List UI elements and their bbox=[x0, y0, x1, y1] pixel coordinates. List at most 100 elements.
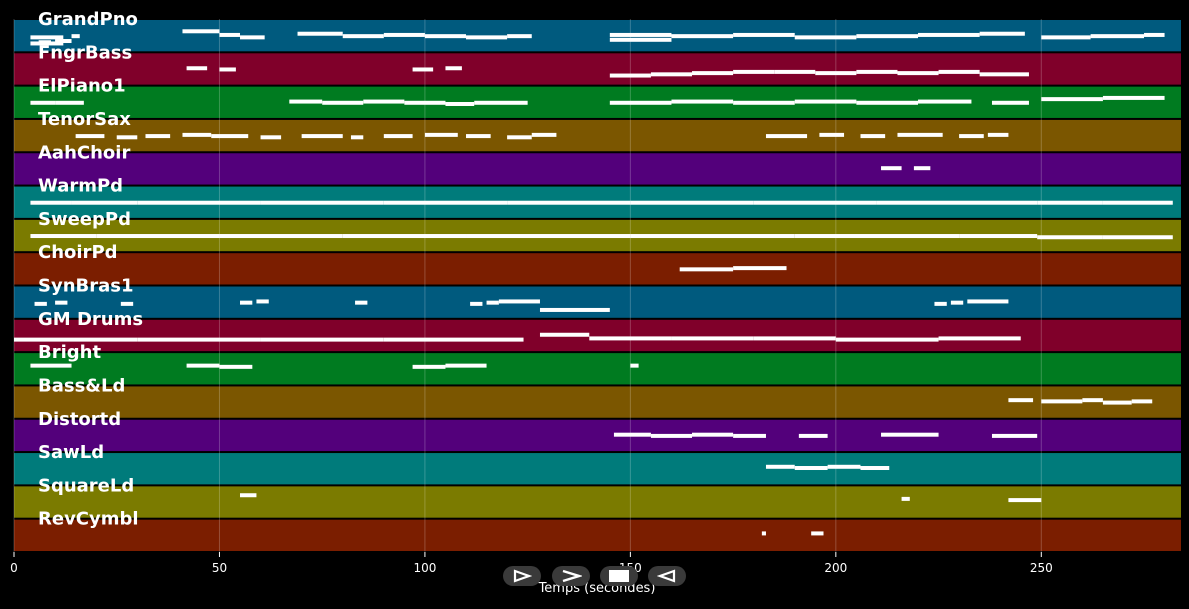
note bbox=[30, 234, 97, 239]
note bbox=[30, 363, 72, 368]
x-tick-label: 200 bbox=[824, 561, 847, 575]
note bbox=[211, 134, 249, 139]
track-label-warmpd: WarmPd bbox=[38, 176, 123, 197]
note bbox=[412, 364, 446, 369]
note bbox=[979, 31, 1025, 36]
note bbox=[120, 301, 134, 306]
note bbox=[466, 35, 508, 40]
track-label-bright: Bright bbox=[38, 342, 101, 363]
track-band-bass-ld bbox=[14, 386, 1181, 418]
note bbox=[412, 67, 434, 72]
track-label-choirpd: ChoirPd bbox=[38, 242, 118, 263]
note bbox=[876, 200, 1038, 205]
note bbox=[507, 34, 532, 39]
notes-grandpno bbox=[30, 29, 1165, 46]
note bbox=[539, 307, 610, 312]
notes-aahchoir bbox=[881, 166, 931, 171]
notes-sawld bbox=[765, 464, 890, 471]
note bbox=[116, 135, 138, 140]
note bbox=[692, 432, 734, 437]
note bbox=[219, 364, 253, 369]
note bbox=[856, 69, 898, 74]
note bbox=[301, 134, 343, 139]
note bbox=[856, 34, 919, 39]
note bbox=[186, 363, 220, 368]
note bbox=[835, 337, 939, 342]
note bbox=[589, 336, 672, 341]
forward-icon bbox=[562, 569, 582, 583]
note bbox=[350, 135, 364, 140]
stop-button[interactable] bbox=[600, 566, 638, 586]
track-bands bbox=[14, 20, 1181, 551]
note bbox=[539, 332, 590, 337]
note bbox=[38, 40, 51, 45]
note bbox=[630, 363, 639, 368]
rewind-icon bbox=[657, 569, 676, 583]
track-label-grandpno: GrandPno bbox=[38, 9, 138, 30]
note bbox=[1041, 35, 1091, 40]
track-label-squareld: SquareLd bbox=[38, 475, 134, 496]
note bbox=[34, 301, 47, 306]
notes-warmpd bbox=[30, 200, 1173, 205]
note bbox=[445, 363, 487, 368]
track-band-fngrbass bbox=[14, 53, 1181, 85]
note bbox=[1102, 235, 1173, 240]
note bbox=[322, 100, 364, 105]
note bbox=[55, 100, 84, 105]
note bbox=[1090, 34, 1145, 39]
play-button[interactable] bbox=[503, 566, 541, 586]
note bbox=[445, 66, 462, 71]
note bbox=[733, 433, 766, 438]
note bbox=[30, 35, 64, 40]
track-band-revcymbl bbox=[14, 519, 1181, 551]
rewind-button[interactable] bbox=[648, 566, 686, 586]
notes-synbras1 bbox=[34, 299, 1009, 312]
note bbox=[630, 200, 754, 205]
note bbox=[650, 433, 693, 438]
note bbox=[938, 69, 980, 74]
note bbox=[733, 32, 795, 37]
note bbox=[1102, 200, 1173, 205]
note bbox=[950, 300, 964, 305]
note bbox=[71, 34, 80, 39]
note bbox=[794, 35, 857, 40]
track-label-synbras1: SynBras1 bbox=[38, 276, 134, 297]
track-label-fngrbass: FngrBass bbox=[38, 42, 132, 63]
note bbox=[507, 200, 631, 205]
note bbox=[819, 132, 845, 137]
note bbox=[240, 35, 265, 40]
note bbox=[815, 71, 857, 76]
note bbox=[959, 234, 1038, 239]
notes-elpiano1 bbox=[30, 95, 1165, 106]
note bbox=[240, 493, 257, 498]
notes-distortd bbox=[613, 432, 1038, 438]
note bbox=[256, 299, 269, 304]
forward-button[interactable] bbox=[552, 566, 590, 586]
x-tick-label: 100 bbox=[413, 561, 436, 575]
note bbox=[219, 67, 236, 72]
note bbox=[918, 32, 980, 37]
stop-icon bbox=[609, 570, 629, 582]
note bbox=[1008, 498, 1042, 503]
note bbox=[424, 34, 467, 39]
note bbox=[1144, 32, 1165, 37]
x-tick-label: 50 bbox=[212, 561, 227, 575]
note bbox=[774, 69, 816, 74]
note bbox=[765, 464, 795, 469]
track-label-tenorsax: TenorSax bbox=[38, 109, 131, 130]
note bbox=[1041, 399, 1083, 404]
note bbox=[55, 300, 68, 305]
notes-bright bbox=[30, 363, 639, 369]
note bbox=[934, 301, 947, 306]
note bbox=[967, 299, 1009, 304]
track-label-sawld: SawLd bbox=[38, 442, 104, 463]
note bbox=[794, 99, 857, 104]
track-label-distortd: Distortd bbox=[38, 409, 121, 430]
note bbox=[240, 300, 253, 305]
note bbox=[182, 29, 220, 34]
note bbox=[753, 200, 877, 205]
notes-fngrbass bbox=[186, 66, 1029, 78]
notes-bass-ld bbox=[1008, 398, 1153, 405]
note bbox=[881, 166, 902, 171]
